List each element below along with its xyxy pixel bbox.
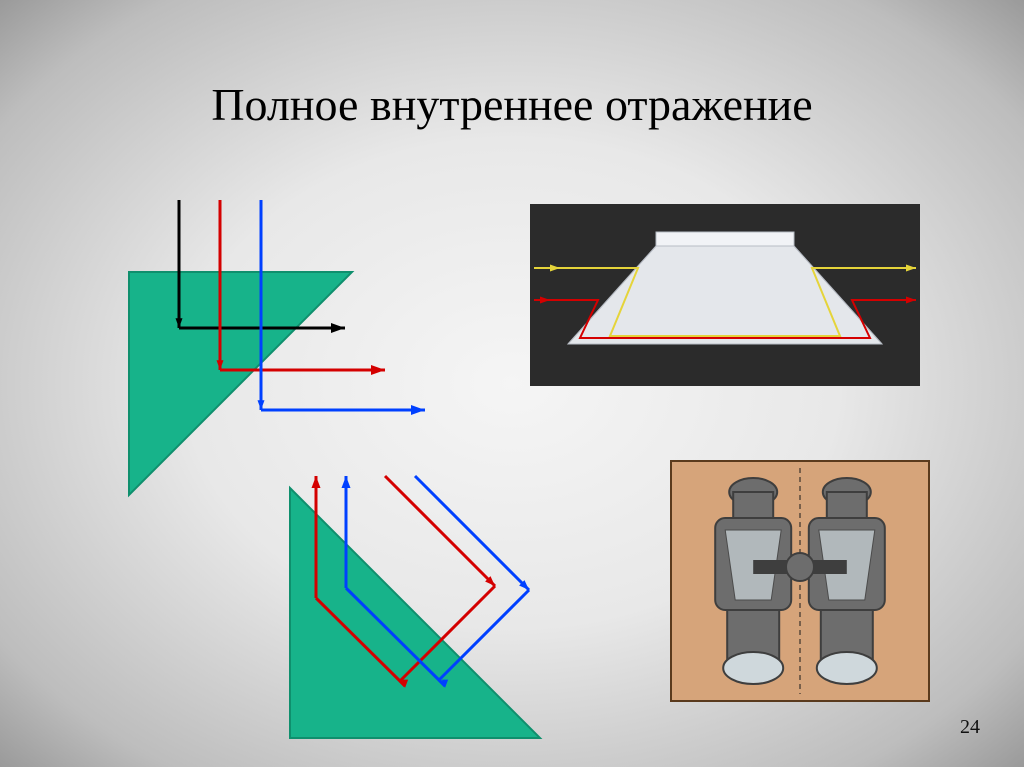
glass-block-diagram — [530, 204, 920, 386]
slide-title: Полное внутреннее отражение — [0, 78, 1024, 131]
prism-top-diagram — [95, 260, 415, 510]
prism-bottom-diagram — [280, 488, 600, 738]
slide-root: Полное внутреннее отражение 24 — [0, 0, 1024, 767]
slide-title-text: Полное внутреннее отражение — [211, 79, 812, 130]
page-number: 24 — [960, 716, 980, 739]
binoculars-image — [670, 460, 930, 702]
page-number-text: 24 — [960, 716, 980, 738]
